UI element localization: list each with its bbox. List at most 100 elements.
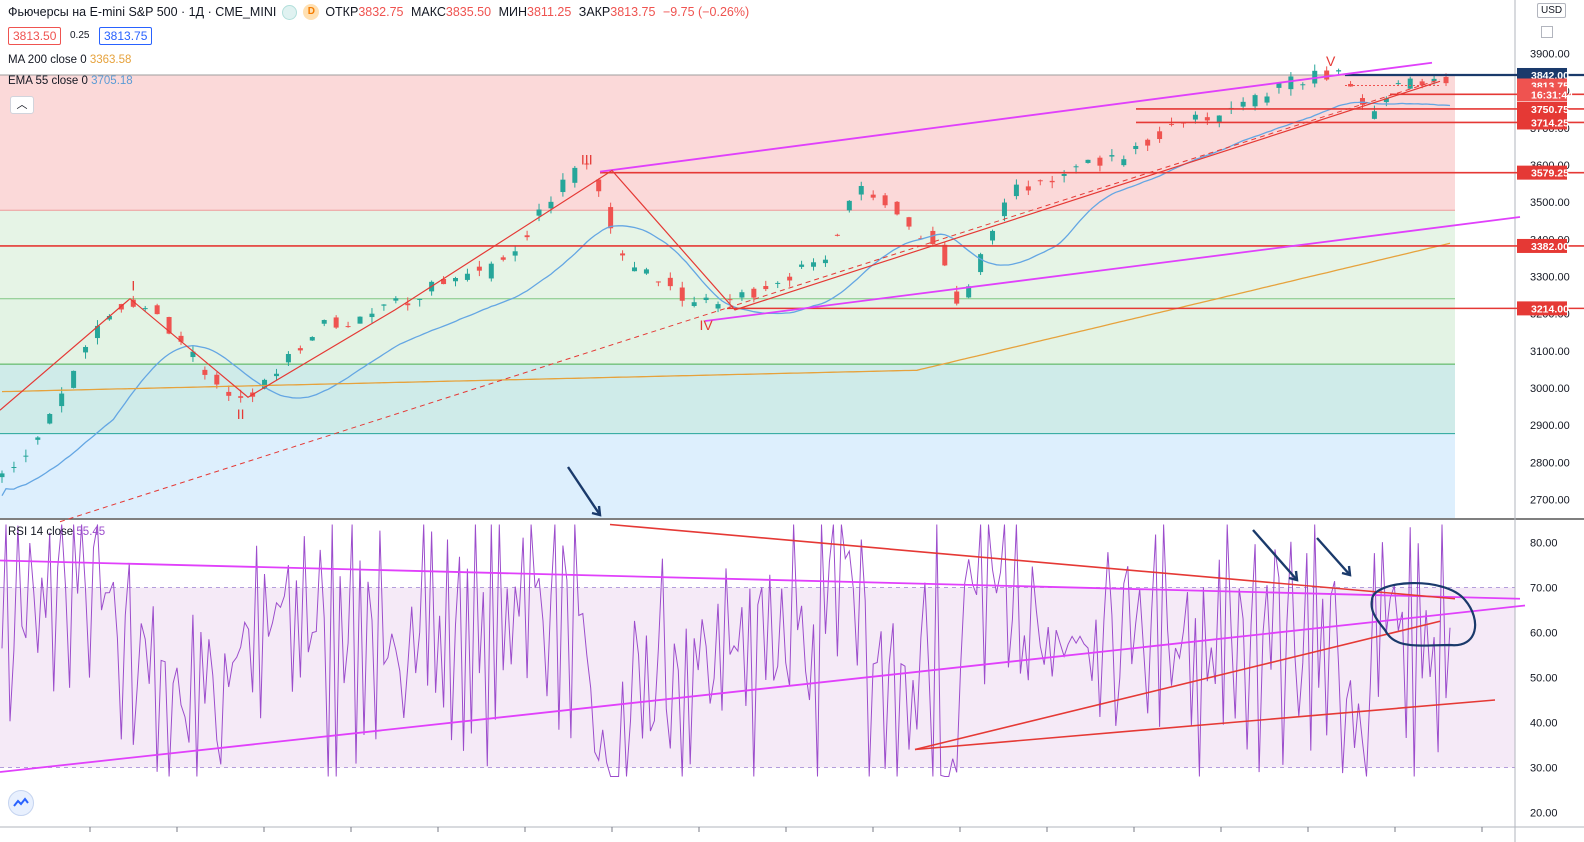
candle-body [584, 163, 590, 165]
candle-body [154, 305, 160, 315]
candle-body [930, 230, 936, 245]
candle-body [822, 259, 828, 264]
scale-settings-icon[interactable] [1541, 26, 1553, 38]
rsi-trendline-lower [0, 604, 1526, 773]
ma200-label: MA 200 close 0 [8, 54, 87, 66]
candle-body [1216, 115, 1222, 123]
delay-badge: D [303, 4, 320, 20]
candle-body [297, 348, 303, 351]
candle-body [1133, 145, 1139, 150]
candle-body [548, 201, 554, 209]
candle-body [1383, 98, 1389, 103]
price-axis-label-text: 3382.00 [1531, 241, 1569, 253]
buy-price-button[interactable]: 3813.75 [99, 27, 153, 45]
annotation-circle [1370, 582, 1477, 647]
symbol-title[interactable]: Фьючерсы на E-mini S&P 500 · 1Д · CME_MI… [8, 5, 277, 19]
ma200-value: 3363.58 [89, 54, 132, 66]
candle-body [1001, 202, 1007, 217]
fib-zone [0, 364, 1455, 434]
candle-body [667, 277, 673, 287]
candle-body [572, 167, 578, 183]
candle-body [990, 230, 996, 241]
rsi-tick-label: 20.00 [1530, 808, 1558, 820]
candle-body [464, 273, 470, 280]
wave-label: V [1326, 53, 1336, 69]
candle-body [393, 298, 399, 301]
candle-body [106, 315, 112, 320]
candle-body [1097, 157, 1103, 166]
candle-body [1061, 173, 1067, 176]
price-axis-label [1517, 87, 1567, 102]
rsi-tick-label: 40.00 [1530, 718, 1558, 730]
candle-body [1013, 184, 1019, 197]
tradingview-logo-icon[interactable] [8, 790, 34, 816]
candle-body [1443, 76, 1449, 84]
candle-body [23, 455, 29, 457]
wave-label: IV [699, 317, 713, 333]
price-tick-label: 2800.00 [1530, 457, 1570, 469]
ema55-legend[interactable]: EMA 55 close 0 3705.18 [8, 75, 133, 87]
sell-price-button[interactable]: 3813.50 [8, 27, 62, 45]
candle-body [1395, 83, 1401, 85]
collapse-legend-button[interactable]: ︿ [10, 96, 34, 114]
candle-body [0, 473, 5, 478]
candle-body [1276, 82, 1282, 88]
price-axis-label [1517, 301, 1567, 316]
candle-body [978, 254, 984, 273]
ma200-line [1, 242, 1451, 393]
candle-body [369, 313, 375, 318]
candle-body [1336, 70, 1342, 72]
candle-body [882, 195, 888, 206]
elliott-wave-path [0, 80, 1441, 411]
dashed-trendline [59, 78, 1441, 523]
rsi-tick-label: 70.00 [1530, 583, 1558, 595]
price-axis-label [1517, 165, 1567, 180]
candle-body [942, 244, 948, 266]
fib-zone [0, 433, 1455, 518]
rsi-legend[interactable]: RSI 14 close 55.45 [8, 526, 105, 538]
candle-body [35, 437, 41, 440]
candle-body [417, 298, 423, 300]
candle-body [846, 200, 852, 211]
annotation-arrow [1252, 529, 1298, 581]
wave-label: II [237, 406, 245, 422]
currency-button[interactable]: USD [1537, 3, 1567, 18]
candle-body [59, 393, 65, 407]
candle-body [858, 185, 864, 195]
open-value: 3832.75 [358, 5, 404, 19]
candle-body [894, 201, 900, 215]
price-axis-label [1517, 238, 1567, 253]
price-tick-label: 2700.00 [1530, 494, 1570, 506]
candle-body [751, 288, 757, 298]
ma200-legend[interactable]: MA 200 close 0 3363.58 [8, 54, 131, 66]
arrow-head-icon [1341, 565, 1352, 577]
rsi-support-line-2 [914, 699, 1496, 751]
price-tick-label: 2900.00 [1530, 420, 1570, 432]
candle-body [130, 299, 136, 307]
candle-body [643, 269, 649, 274]
candle-body [1121, 159, 1127, 166]
candle-body [500, 257, 506, 260]
rsi-line [1, 524, 1451, 777]
candle-body [83, 346, 89, 353]
price-axis-label-text: 3714.25 [1531, 117, 1569, 129]
candle-body [775, 282, 781, 284]
candle-body [202, 369, 208, 375]
candle-body [632, 267, 638, 272]
candle-body [309, 337, 315, 341]
price-tick-label: 3300.00 [1530, 271, 1570, 283]
candle-body [870, 194, 876, 198]
candle-body [1431, 78, 1437, 82]
arrow-head-icon [591, 505, 602, 517]
candle-body [1359, 98, 1365, 105]
candle-body [787, 276, 793, 281]
fib-zone [0, 298, 1455, 365]
arrow-head-icon [1288, 570, 1299, 582]
candle-body [1312, 70, 1318, 84]
candle-body [1073, 166, 1079, 168]
candle-body [476, 266, 482, 271]
candle-body [1204, 117, 1210, 121]
candle-body [1300, 84, 1306, 86]
price-axis-label-text: 3214.00 [1531, 303, 1569, 315]
